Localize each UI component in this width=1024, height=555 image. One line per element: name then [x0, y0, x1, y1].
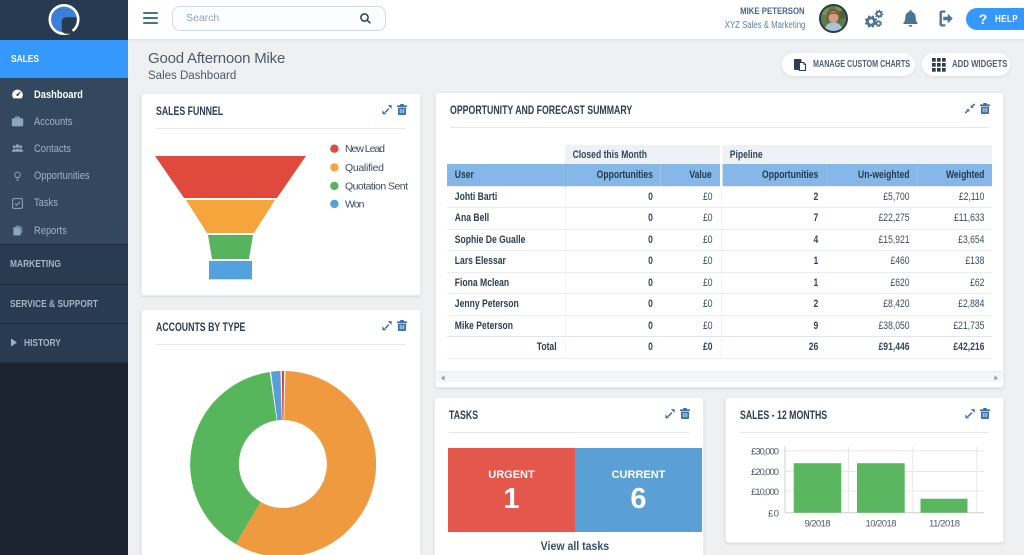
svg-text:£10,000: £10,000	[751, 487, 779, 498]
svg-text:10/2018: 10/2018	[866, 519, 897, 530]
svg-text:11/2018: 11/2018	[929, 519, 960, 530]
svg-text:£0: £0	[768, 508, 779, 519]
svg-text:Won: Won	[345, 198, 365, 210]
svg-text:Qualified: Qualified	[345, 162, 384, 174]
svg-text:£30,000: £30,000	[751, 447, 779, 458]
svg-text:£20,000: £20,000	[751, 467, 779, 478]
svg-text:New Lead: New Lead	[345, 143, 385, 155]
svg-text:Quotation Sent: Quotation Sent	[345, 180, 408, 192]
svg-text:9/2018: 9/2018	[805, 519, 831, 530]
